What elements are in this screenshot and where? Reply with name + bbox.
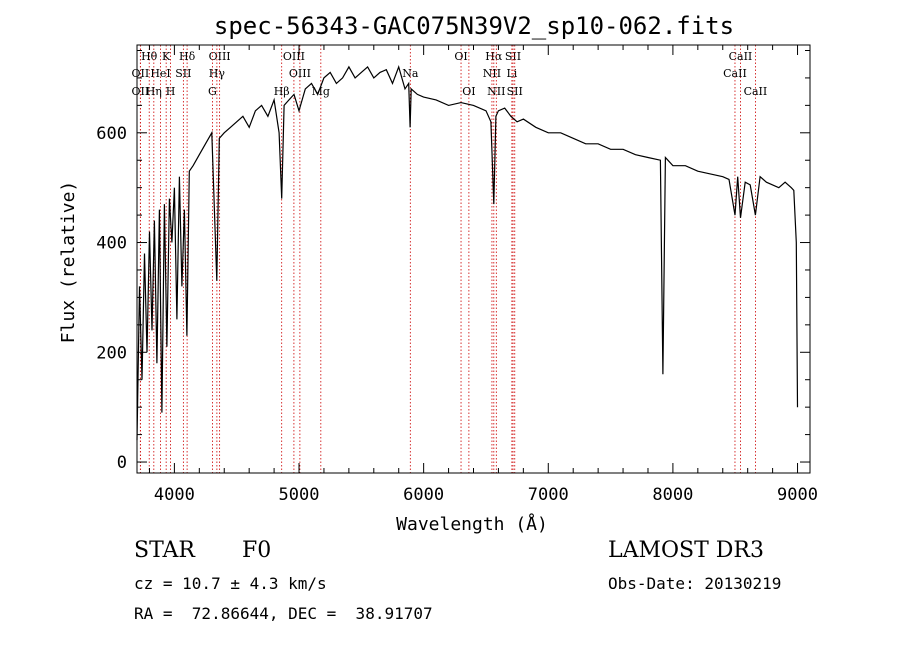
line-marker-label: CaII — [723, 67, 747, 80]
line-marker-label: Hγ — [209, 67, 226, 80]
y-axis-label: Flux (relative) — [58, 181, 79, 344]
line-marker-label: Hθ — [141, 50, 158, 63]
x-tick-label: 4000 — [154, 485, 195, 505]
line-marker-label: OIII — [283, 50, 305, 63]
line-marker-label: NII — [487, 85, 505, 98]
line-marker-label: OI — [462, 85, 475, 98]
redshift-value: cz = 10.7 ± 4.3 km/s — [134, 574, 327, 593]
plot-frame — [136, 44, 811, 474]
line-marker-label: CaII — [744, 85, 768, 98]
y-tick-label: 0 — [117, 453, 127, 473]
x-axis: 4000 5000 6000 7000 8000 9000 — [148, 45, 818, 505]
y-tick-label: 400 — [96, 234, 127, 254]
line-marker-label: Hη — [146, 85, 162, 98]
line-marker-label: Hδ — [179, 50, 196, 63]
line-marker-label: Hα — [485, 50, 503, 63]
line-marker-label: NII — [483, 67, 501, 80]
line-marker-label: SII — [507, 85, 523, 98]
line-marker-label: SII — [175, 67, 191, 80]
line-marker-label: Li — [506, 67, 517, 80]
y-tick-label: 600 — [96, 124, 127, 144]
line-marker-label: OII — [132, 85, 150, 98]
survey-label: LAMOST DR3 — [608, 538, 764, 563]
x-tick-label: 5000 — [279, 485, 320, 505]
line-marker-label: HeI — [150, 67, 170, 80]
x-tick-label: 8000 — [652, 485, 693, 505]
chart-title: spec-56343-GAC075N39V2_sp10-062.fits — [214, 12, 734, 40]
line-marker-label: OIII — [289, 67, 311, 80]
line-marker-label: K — [162, 50, 171, 63]
observation-date: Obs-Date: 20130219 — [608, 574, 782, 593]
line-marker-label: Na — [402, 67, 419, 80]
x-tick-label: 9000 — [777, 485, 818, 505]
spectral-subclass: F0 — [242, 538, 272, 563]
object-class: STAR — [134, 538, 195, 563]
x-axis-label: Wavelength (Å) — [396, 513, 548, 535]
line-marker-label: Hβ — [274, 85, 290, 98]
line-marker-label: Mg — [312, 85, 330, 98]
line-marker-label: G — [208, 85, 217, 98]
line-marker-label: H — [166, 85, 176, 98]
x-tick-label: 6000 — [403, 485, 444, 505]
coordinates: RA = 72.86644, DEC = 38.91707 — [134, 604, 433, 623]
line-marker-label: SII — [505, 50, 521, 63]
spectrum-line — [136, 64, 799, 441]
y-axis: 0 200 400 600 — [96, 49, 810, 473]
line-marker-label: CaII — [729, 50, 753, 63]
line-marker-label: OI — [454, 50, 467, 63]
x-tick-label: 7000 — [528, 485, 569, 505]
y-tick-label: 200 — [96, 343, 127, 363]
line-marker-label: OIII — [209, 50, 231, 63]
